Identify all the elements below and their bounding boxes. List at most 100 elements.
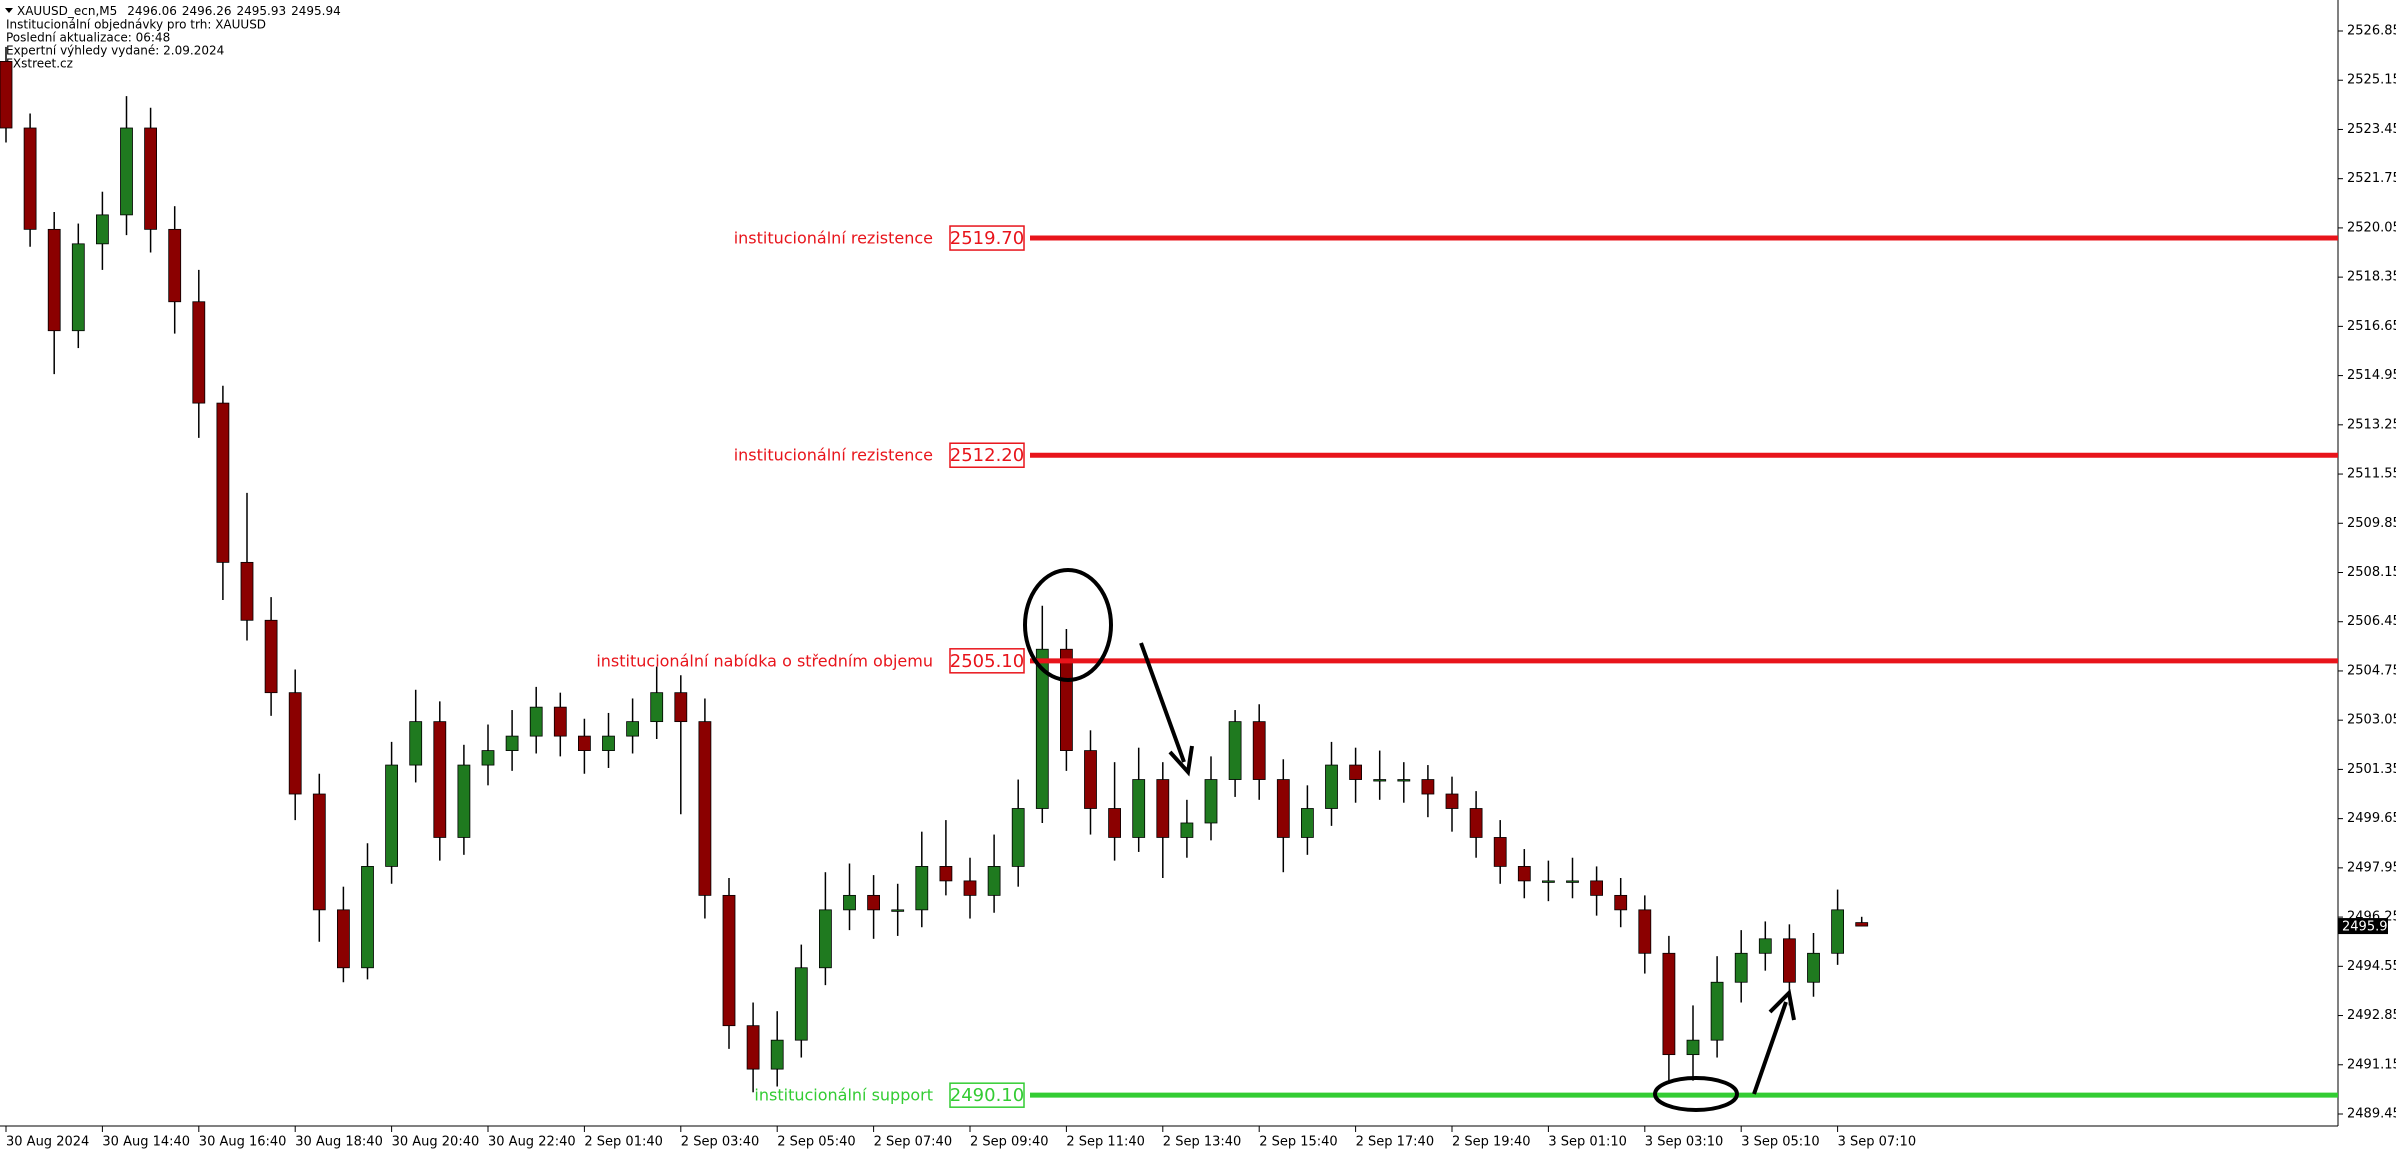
x-tick-label: 2 Sep 05:40	[777, 1135, 856, 1150]
candle-body	[1517, 866, 1531, 882]
candle-body	[1566, 880, 1579, 883]
candle-body	[336, 909, 350, 969]
candle-body	[1686, 1039, 1700, 1056]
y-tick-label: 2513.25	[2347, 417, 2396, 432]
y-tick-label: 2503.05	[2347, 713, 2396, 728]
candle-body	[1228, 721, 1242, 780]
price-tag-label: 2495.94	[2342, 920, 2396, 935]
candle-body	[1614, 894, 1628, 911]
candle-body	[1493, 837, 1507, 867]
y-tick-label: 2489.45	[2347, 1107, 2396, 1122]
candle-body	[120, 127, 133, 216]
candle-body	[0, 61, 13, 129]
candle-body	[1831, 909, 1844, 954]
y-tick-label: 2518.35	[2347, 270, 2396, 285]
arrow	[1752, 1001, 1788, 1095]
y-tick-label: 2499.65	[2347, 811, 2396, 826]
candle-body	[650, 692, 664, 723]
candle-body	[1204, 779, 1218, 824]
header-arrow	[5, 8, 13, 13]
level-value-box	[949, 648, 1025, 674]
header-line: Institucionální objednávky pro trh: XAUU…	[6, 18, 266, 32]
candle-body	[1469, 808, 1483, 838]
x-tick-label: 2 Sep 03:40	[681, 1135, 760, 1150]
high: 2496.26	[182, 4, 232, 18]
candle-body	[987, 866, 1001, 896]
x-tick-label: 30 Aug 18:40	[295, 1135, 383, 1150]
candle-body	[1276, 779, 1290, 838]
candle-body	[1060, 648, 1073, 751]
candle-body	[361, 866, 374, 969]
header-line: FXstreet.cz	[6, 57, 73, 71]
level-value: 2505.10	[950, 651, 1024, 672]
candle-body	[963, 880, 977, 896]
candle-body	[867, 894, 880, 911]
candle-body	[1011, 808, 1025, 867]
candle-body	[698, 721, 712, 896]
x-tick-label: 30 Aug 20:40	[392, 1135, 480, 1150]
x-tick-label: 30 Aug 2024	[6, 1135, 89, 1150]
candle-body	[1807, 952, 1820, 983]
candle-body	[1783, 938, 1796, 983]
candle-body	[1108, 808, 1121, 838]
candles	[0, 46, 1869, 1093]
candle-body	[240, 561, 254, 621]
level-value: 2490.10	[950, 1085, 1024, 1106]
candle-body	[939, 866, 953, 882]
header-line: XAUUSD_ecn,M5 2496.06 2496.26 2495.93 2495.9…	[17, 4, 341, 18]
candle-body	[1180, 822, 1194, 838]
arrow-head	[1768, 988, 1796, 1021]
annotations	[1023, 568, 1796, 1112]
level-value: 2519.70	[950, 228, 1024, 249]
candle-body	[578, 735, 591, 751]
candle-body	[626, 721, 639, 737]
candle-body	[1445, 793, 1459, 809]
y-tick-label: 2526.85	[2347, 24, 2396, 39]
y-tick-label: 2491.15	[2347, 1057, 2396, 1072]
candle-body	[746, 1025, 760, 1070]
x-tick-label: 3 Sep 07:10	[1838, 1135, 1917, 1150]
candle-body	[1638, 909, 1652, 954]
candle-body	[1542, 880, 1555, 883]
y-tick-label: 2516.65	[2347, 319, 2396, 334]
level-value-box	[949, 225, 1025, 251]
candle-body	[529, 706, 543, 737]
header-line: Poslední aktualizace: 06:48	[6, 31, 170, 45]
candle-body	[1035, 648, 1049, 809]
x-tick-label: 2 Sep 15:40	[1259, 1135, 1338, 1150]
candle-body	[1349, 764, 1362, 780]
candle-body	[1758, 938, 1772, 954]
candle-body	[71, 243, 85, 332]
open: 2496.06	[127, 4, 177, 18]
y-tick-label: 2492.85	[2347, 1008, 2396, 1023]
level-value: 2512.20	[950, 445, 1024, 466]
y-tick-label: 2520.05	[2347, 220, 2396, 235]
x-tick-label: 3 Sep 01:10	[1548, 1135, 1627, 1150]
x-tick-label: 2 Sep 17:40	[1356, 1135, 1435, 1150]
y-tick-label: 2497.95	[2347, 860, 2396, 875]
level-name: institucionální rezistence	[734, 446, 933, 465]
candle-body	[23, 127, 37, 230]
x-tick-label: 2 Sep 01:40	[584, 1135, 663, 1150]
y-tick-label: 2521.75	[2347, 171, 2396, 186]
header-line: Expertní výhledy vydané: 2.09.2024	[6, 44, 224, 58]
candle-body	[481, 750, 495, 766]
level-value-box	[949, 442, 1025, 468]
x-tick-label: 2 Sep 07:40	[874, 1135, 953, 1150]
candle-body	[312, 793, 326, 911]
price-tag	[2338, 918, 2388, 935]
highlight-ellipse	[1023, 568, 1113, 682]
candle-body	[192, 301, 206, 404]
candle-body	[1421, 779, 1435, 795]
x-tick-label: 30 Aug 14:40	[102, 1135, 190, 1150]
x-tick-label: 2 Sep 09:40	[970, 1135, 1049, 1150]
candle-body	[722, 894, 736, 1027]
candle-body	[1132, 779, 1146, 838]
y-tick-label: 2506.45	[2347, 614, 2396, 629]
level-value-box	[949, 1082, 1025, 1108]
candle-body	[385, 764, 399, 867]
candle-body	[1734, 952, 1748, 983]
x-tick-label: 3 Sep 05:10	[1741, 1135, 1820, 1150]
